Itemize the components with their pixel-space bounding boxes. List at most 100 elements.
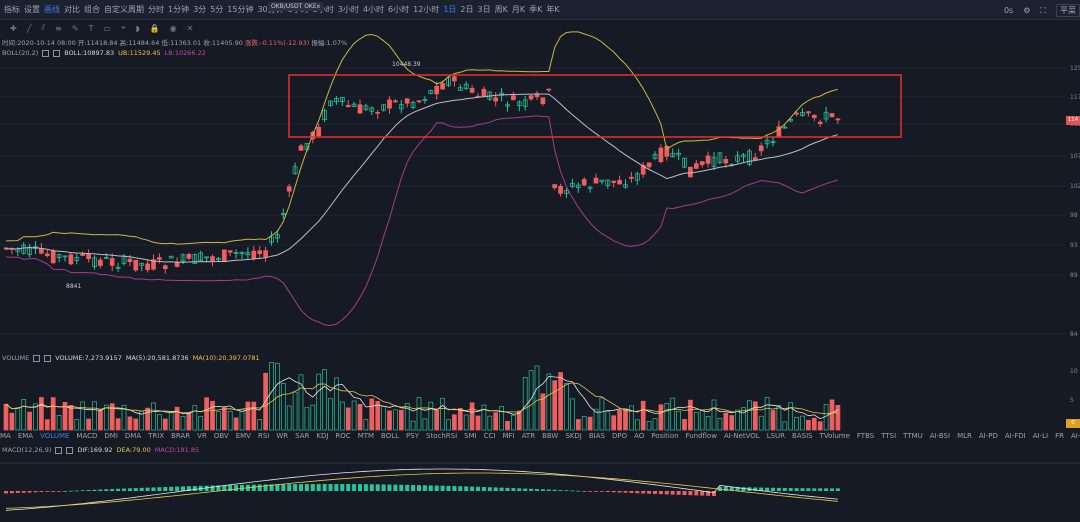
candle [469, 88, 475, 93]
macd-bar [694, 491, 699, 496]
indicator-tab[interactable]: ROC [335, 432, 351, 440]
period-item[interactable]: 3日 [477, 5, 491, 14]
indicator-tab[interactable]: Fundflow [685, 432, 717, 440]
settings-icon[interactable] [42, 49, 50, 57]
indicator-tab[interactable]: VR [197, 432, 207, 440]
indicator-tab[interactable]: MLR [957, 432, 972, 440]
candle [711, 156, 717, 167]
indicator-tab[interactable]: MA [0, 432, 11, 440]
indicator-tab[interactable]: FTBS [856, 432, 875, 440]
volume-bar [788, 402, 794, 431]
volume-bars [3, 362, 841, 431]
period-item[interactable]: 15分钟 [227, 5, 254, 14]
indicator-tab[interactable]: EMA [17, 432, 34, 440]
indicator-tab[interactable]: AI-FDI [1004, 432, 1026, 440]
indicator-tab[interactable]: VOLUME [40, 432, 70, 440]
cursor-icon[interactable]: ✚ [10, 23, 17, 33]
period-item[interactable]: 1日 [443, 5, 457, 14]
indicator-tab[interactable]: MFI [502, 432, 515, 440]
period-item[interactable]: 3小时 [337, 5, 359, 14]
indicator-tab[interactable]: FR [1055, 432, 1064, 440]
indicator-tab[interactable]: TTMU [903, 432, 923, 440]
volume-bar [463, 414, 469, 431]
indicator-tab[interactable]: AO [634, 432, 645, 440]
pencil-icon[interactable]: ✎ [71, 23, 79, 33]
eye-icon[interactable]: ◉ [169, 23, 177, 33]
indicator-tab[interactable]: PSY [406, 432, 419, 440]
indicator-tab[interactable]: SKDJ [565, 432, 582, 440]
indicator-tab[interactable]: MTM [357, 432, 375, 440]
gear-icon[interactable]: ⚙ [1023, 6, 1031, 15]
channel-icon[interactable]: ⫽ [41, 23, 46, 32]
indicator-tab[interactable]: TTSI [881, 432, 897, 440]
indicator-tab[interactable]: DMA [124, 432, 142, 440]
indicator-tab[interactable]: DMI [104, 432, 118, 440]
indicator-tab[interactable]: StochRSI [426, 432, 458, 440]
period-item[interactable]: 分时 [148, 5, 164, 14]
indicator-tab[interactable]: BASIS [792, 432, 813, 440]
period-item[interactable]: 1分钟 [168, 5, 190, 14]
period-item[interactable]: 4小时 [362, 5, 385, 14]
close-icon[interactable] [53, 49, 61, 57]
text-icon[interactable]: T [88, 23, 94, 33]
indicator-tab[interactable]: RSI [257, 432, 270, 440]
indicator-tab[interactable]: OBV [213, 432, 229, 440]
settings-icon[interactable] [33, 354, 41, 362]
volume-bar [351, 400, 357, 431]
indicator-tab[interactable]: DPO [611, 432, 628, 440]
close-icon[interactable] [66, 446, 74, 454]
indicator-tab[interactable]: SAR [295, 432, 310, 440]
indicator-tab[interactable]: AI-PD [978, 432, 998, 440]
indicator-tab[interactable]: WR [276, 432, 289, 440]
period-item[interactable]: 季K [529, 5, 543, 14]
indicator-tab[interactable]: MACD [76, 432, 98, 440]
indicator-tab[interactable]: BRAR [171, 432, 191, 440]
period-item[interactable]: 周K [494, 5, 508, 14]
period-item[interactable]: 年K [546, 5, 560, 14]
period-item[interactable]: 12小时 [413, 5, 440, 14]
indicator-tab[interactable]: EMV [235, 432, 251, 440]
magnet-icon[interactable]: ◗ [135, 23, 140, 33]
indicator-tab[interactable]: AI-NetVOL [723, 432, 760, 440]
indicator-tab[interactable]: BOLL [381, 432, 400, 440]
close-icon[interactable] [44, 354, 52, 362]
period-item[interactable]: 2小时 [312, 5, 334, 14]
indicator-tab[interactable]: BBW [542, 432, 559, 440]
indicator-tabs: MA EMA VOLUME MACD DMI DMA TRIX BRAR VR OBV EMV RSI… [0, 432, 1080, 444]
indicator-tab[interactable]: LSUR [766, 432, 786, 440]
indicator-tab[interactable]: AI-BST [1070, 432, 1080, 440]
indicator-tab[interactable]: TRIX [148, 432, 165, 440]
indicator-tab[interactable]: AI-LI [1032, 432, 1049, 440]
settings-icon[interactable] [55, 446, 63, 454]
fullscreen-icon[interactable]: ⛶ [1040, 5, 1046, 15]
indicator-tab[interactable]: SMI [464, 432, 477, 440]
indicator-tab[interactable]: AI-BSI [929, 432, 951, 440]
measure-icon[interactable]: ⌖ [120, 23, 126, 32]
macd-bar [647, 491, 652, 494]
lock-icon[interactable]: 🔒 [149, 23, 160, 33]
period-item[interactable]: 自定义周期 [104, 5, 144, 14]
period-item[interactable]: 2日 [460, 5, 474, 14]
period-item[interactable]: 设置 [24, 5, 40, 14]
indicator-tab[interactable]: ATR [521, 432, 536, 440]
period-item[interactable]: 5分 [210, 5, 224, 14]
indicator-tab[interactable]: CCI [483, 432, 496, 440]
period-item[interactable]: 月K [511, 5, 526, 14]
period-item[interactable]: 指标 [4, 5, 20, 14]
trash-icon[interactable]: ✕ [186, 23, 194, 33]
shape-icon[interactable]: ▭ [103, 23, 111, 33]
indicator-tab[interactable]: BIAS [588, 432, 605, 440]
indicator-tab[interactable]: KDJ [316, 432, 329, 440]
indicator-tab[interactable]: TVolume [819, 432, 850, 440]
period-item[interactable]: 3分 [193, 5, 207, 14]
macd-bar [735, 487, 740, 491]
indicator-tab[interactable]: Position [651, 432, 679, 440]
period-item[interactable]: 组合 [84, 5, 100, 14]
period-item[interactable]: 对比 [64, 5, 80, 14]
period-item[interactable]: 画线 [44, 5, 60, 14]
period-item[interactable]: 6小时 [388, 5, 410, 14]
candle [204, 256, 209, 259]
fib-icon[interactable]: ≡ [55, 23, 62, 33]
trendline-icon[interactable]: ╱ [26, 23, 32, 33]
